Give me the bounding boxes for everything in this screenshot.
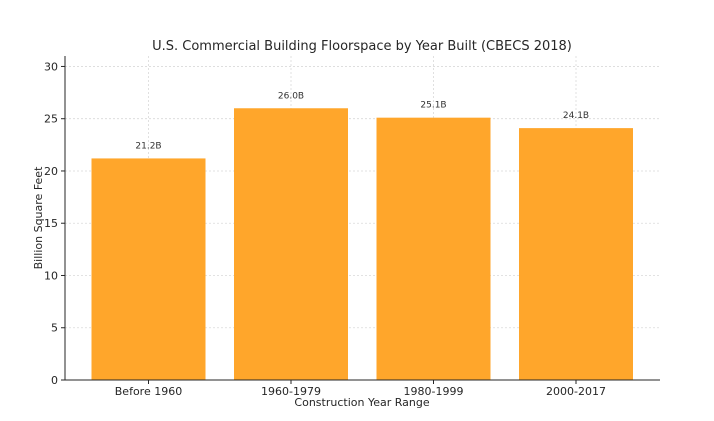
bar [376,117,491,380]
y-tick-label: 30 [44,60,58,73]
data-labels: 21.2B 26.0B 25.1B 24.1B [135,91,589,151]
data-label: 24.1B [563,111,589,121]
x-tick-label: 2000-2017 [546,385,606,398]
bar [234,108,348,381]
chart-title: U.S. Commercial Building Floorspace by Y… [152,39,572,54]
y-tick-label: 10 [44,269,58,282]
y-tick-label: 25 [44,113,58,126]
axes: 0 5 10 15 20 25 30 Before 1960 1960-1979 1980-199… [44,56,660,398]
bars [91,108,633,381]
bar [519,128,633,380]
x-tick-label: 1960-1979 [261,385,321,398]
y-tick-label: 15 [44,217,58,230]
bar [91,158,206,380]
data-label: 26.0B [278,91,304,101]
y-tick-label: 20 [44,165,58,178]
x-tick-label: Before 1960 [115,385,182,398]
data-label: 21.2B [135,141,161,151]
y-axis-label: Billion Square Feet [32,166,45,269]
data-label: 25.1B [420,101,446,111]
y-tick-label: 0 [51,374,58,387]
x-axis-label: Construction Year Range [294,396,429,409]
x-tick-label: 1980-1999 [404,385,464,398]
y-tick-label: 5 [51,322,58,335]
